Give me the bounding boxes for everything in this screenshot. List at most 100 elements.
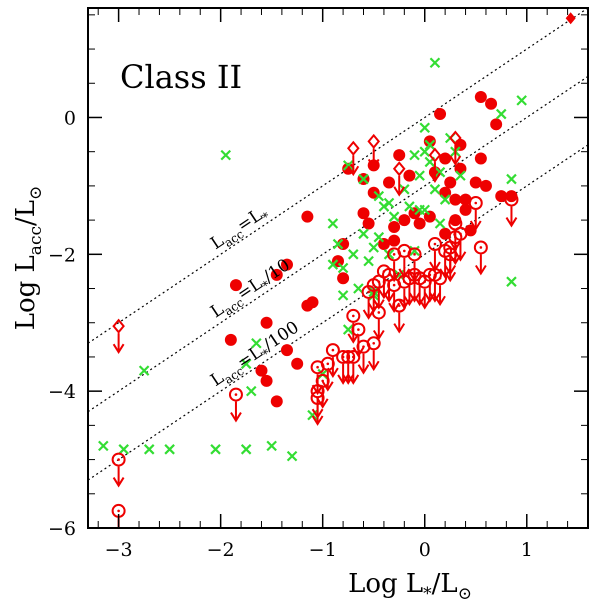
filled-circle-point xyxy=(280,344,293,357)
filled-circle-point xyxy=(459,193,472,206)
cross-point xyxy=(419,122,431,134)
filled-circle-point xyxy=(377,238,390,251)
filled-circle-point xyxy=(423,135,436,148)
filled-circle-point xyxy=(383,176,396,189)
filled-circle-point xyxy=(301,299,314,312)
filled-circle-point xyxy=(439,227,452,240)
cross-point xyxy=(342,324,354,335)
filled-circle-point xyxy=(388,220,401,233)
cross-point xyxy=(98,440,109,452)
filled-circle-point xyxy=(459,203,472,216)
cross-point xyxy=(286,450,298,462)
x-tick-label: −2 xyxy=(207,539,235,561)
filled-circle-point xyxy=(362,217,375,230)
upper-limit-circle-point xyxy=(346,349,361,385)
cross-point xyxy=(348,249,359,260)
upper-limit-diamond-point xyxy=(347,140,360,177)
cross-point xyxy=(495,108,507,120)
cross-point xyxy=(337,290,349,301)
upper-limit-diamond-point xyxy=(367,133,381,170)
cross-point xyxy=(327,259,339,270)
cross-point xyxy=(210,444,221,455)
cross-point xyxy=(337,262,349,274)
svg-text:Log Lacc/L⊙: Log Lacc/L⊙ xyxy=(11,186,46,331)
upper-limit-diamond-point xyxy=(392,161,406,197)
filled-circle-point xyxy=(413,217,426,230)
cross-point xyxy=(164,444,175,455)
cross-point xyxy=(332,238,344,250)
filled-circle-point xyxy=(255,364,268,377)
cross-point xyxy=(409,149,420,161)
svg-text:Log L*/L⊙: Log L*/L⊙ xyxy=(348,569,472,601)
filled-circle-point xyxy=(408,207,421,220)
filled-circle-point xyxy=(260,316,273,329)
filled-circle-point xyxy=(469,176,482,189)
cross-point xyxy=(409,245,420,257)
filled-circle-point xyxy=(439,186,452,199)
cross-point xyxy=(383,197,395,209)
filled-diamond-point xyxy=(565,12,576,25)
cross-point xyxy=(368,242,379,253)
cross-point xyxy=(363,255,374,267)
filled-circle-point xyxy=(229,279,242,292)
upper-limit-circle-point xyxy=(111,452,126,488)
cross-point xyxy=(240,444,252,455)
y-tick-label: 0 xyxy=(64,107,76,129)
cross-point xyxy=(358,228,369,240)
cross-point xyxy=(439,194,451,205)
cross-point xyxy=(143,444,155,455)
filled-circle-point xyxy=(423,210,436,223)
cross-point xyxy=(506,276,517,287)
filled-circle-point xyxy=(260,374,273,387)
cross-point xyxy=(429,184,441,195)
cross-point xyxy=(138,365,150,376)
filled-circle-point xyxy=(454,162,467,175)
cross-point xyxy=(220,149,232,161)
upper-limit-circle-point xyxy=(473,240,488,276)
cross-point xyxy=(424,139,436,151)
filled-circle-point xyxy=(444,176,457,189)
upper-limit-circle-point xyxy=(366,336,381,372)
filled-circle-point xyxy=(495,190,508,203)
upper-limit-diamond-point xyxy=(112,318,125,355)
cross-point xyxy=(118,444,129,455)
x-axis-label: Log L*/L⊙ xyxy=(348,569,472,601)
cross-point xyxy=(373,190,385,202)
upper-limit-circle-point xyxy=(433,271,448,307)
upper-limit-circle-point xyxy=(422,267,437,303)
cross-point xyxy=(434,166,446,178)
filled-circle-point xyxy=(434,108,447,121)
cross-point xyxy=(414,170,425,181)
filled-circle-point xyxy=(449,214,462,227)
y-tick-label: −4 xyxy=(48,381,76,403)
filled-circle-point xyxy=(224,333,237,346)
upper-limit-circle-point xyxy=(504,192,519,228)
upper-limit-circle-point xyxy=(427,237,442,272)
cross-point xyxy=(419,146,431,157)
filled-circle-point xyxy=(490,118,503,131)
filled-circle-point xyxy=(485,97,498,110)
cross-point xyxy=(358,173,369,185)
data-points xyxy=(98,12,576,528)
filled-circle-point xyxy=(449,193,462,206)
reference-line xyxy=(88,8,588,344)
cross-point xyxy=(245,385,257,397)
filled-circle-point xyxy=(291,357,304,370)
filled-circle-point xyxy=(337,272,350,285)
filled-circle-point xyxy=(367,186,380,199)
y-tick-label: −6 xyxy=(48,518,76,540)
upper-limit-circle-point xyxy=(228,387,243,423)
upper-limit-circle-point xyxy=(366,278,381,313)
panel-label: Class II xyxy=(120,58,242,96)
filled-circle-point xyxy=(474,152,487,165)
cross-point xyxy=(327,218,339,229)
y-tick-label: −2 xyxy=(48,244,76,266)
cross-point xyxy=(506,173,517,185)
cross-point xyxy=(516,95,527,106)
filled-circle-point xyxy=(280,258,293,271)
upper-limit-diamond-point xyxy=(428,147,442,183)
cross-point xyxy=(455,170,466,181)
upper-limit-circle-point xyxy=(443,247,458,283)
